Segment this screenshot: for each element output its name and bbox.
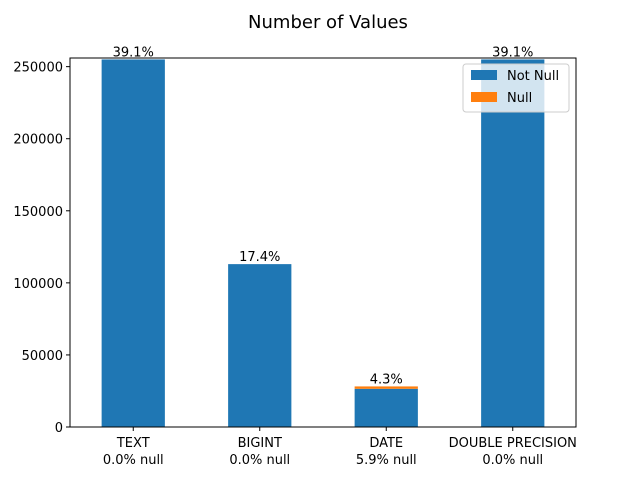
y-axis: 0 50000 100000 150000 200000 250000 bbox=[13, 61, 70, 436]
bar-value-label: 4.3% bbox=[370, 372, 403, 387]
x-tick-sublabel: 0.0% null bbox=[229, 453, 290, 468]
x-tick-label: TEXT bbox=[116, 436, 150, 451]
y-tick-label: 50000 bbox=[22, 349, 63, 364]
legend-label: Null bbox=[507, 91, 532, 106]
x-axis: TEXT 0.0% null BIGINT 0.0% null DATE 5.9% nul… bbox=[103, 427, 577, 468]
x-tick-label: BIGINT bbox=[238, 436, 282, 451]
bar-not-null-1 bbox=[228, 264, 292, 427]
bar-value-label: 39.1% bbox=[492, 45, 533, 60]
legend-swatch-not-null bbox=[471, 70, 497, 80]
bar-value-label: 17.4% bbox=[239, 250, 280, 265]
plot-frame bbox=[69, 57, 577, 428]
bar-not-null-2 bbox=[354, 388, 418, 427]
chart-title: Number of Values bbox=[248, 12, 408, 33]
x-tick-label: DATE bbox=[369, 436, 403, 451]
y-tick-label: 100000 bbox=[13, 277, 63, 292]
y-tick-label: 150000 bbox=[13, 205, 63, 220]
legend: Not Null Null bbox=[462, 63, 570, 113]
y-tick-label: 0 bbox=[55, 421, 63, 436]
bar-null-2 bbox=[354, 386, 418, 389]
bars-group bbox=[101, 59, 545, 427]
bar-not-null-0 bbox=[101, 59, 165, 427]
bar-not-null-3 bbox=[481, 59, 545, 427]
y-tick-label: 200000 bbox=[13, 133, 63, 148]
legend-swatch-null bbox=[471, 92, 497, 102]
bar-labels-group: 39.1% 17.4% 4.3% 39.1% bbox=[113, 45, 534, 387]
x-tick-sublabel: 0.0% null bbox=[482, 453, 543, 468]
x-tick-sublabel: 5.9% null bbox=[356, 453, 417, 468]
x-tick-sublabel: 0.0% null bbox=[103, 453, 164, 468]
x-tick-label: DOUBLE PRECISION bbox=[449, 436, 577, 451]
legend-label: Not Null bbox=[507, 69, 559, 84]
y-tick-label: 250000 bbox=[13, 61, 63, 76]
bar-value-label: 39.1% bbox=[113, 45, 154, 60]
